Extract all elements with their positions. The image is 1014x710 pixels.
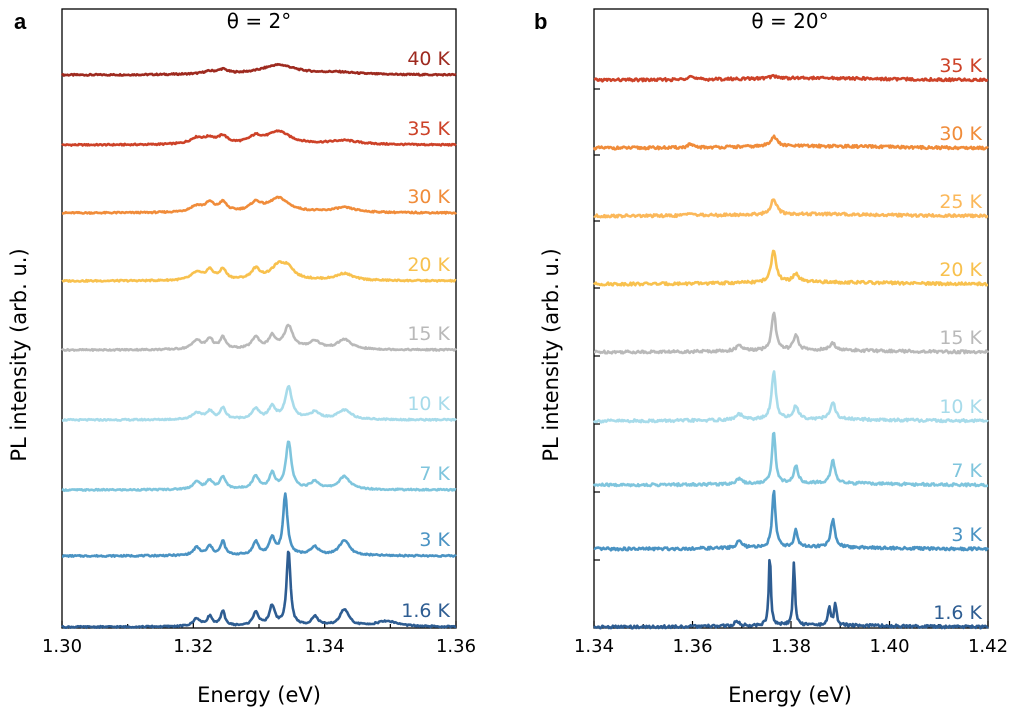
- series-line-20-K: [592, 249, 989, 287]
- series-label: 20 K: [407, 254, 450, 276]
- series-label: 40 K: [407, 48, 450, 70]
- series-label: 20 K: [939, 259, 982, 281]
- panel-a-letter: a: [14, 9, 27, 34]
- series-line-7-K: [61, 440, 457, 493]
- panel-b-x-axis-label: Energy (eV): [728, 683, 852, 707]
- series-line-15-K: [593, 311, 990, 355]
- series-label: 30 K: [939, 123, 982, 145]
- series-line-40-K: [60, 62, 457, 77]
- panel-a-x-axis-label: Energy (eV): [197, 683, 321, 707]
- series-line-3-K: [593, 489, 990, 552]
- series-label: 3 K: [419, 529, 450, 551]
- series-line-35-K: [61, 129, 457, 147]
- series-label: 7 K: [951, 460, 982, 482]
- series-line-20-K: [61, 260, 457, 283]
- series-line-7-K: [592, 431, 989, 488]
- panel-b-y-axis-label: PL intensity (arb. u.): [539, 248, 563, 461]
- series-label: 10 K: [407, 393, 450, 415]
- series-label: 7 K: [419, 463, 450, 485]
- series-line-1-6-K: [61, 550, 457, 630]
- series-label: 3 K: [951, 524, 982, 546]
- series-line-15-K: [61, 323, 458, 353]
- x-tick-label: 1.34: [305, 636, 345, 657]
- series-label: 15 K: [407, 323, 450, 345]
- series-line-10-K: [61, 384, 457, 422]
- series-label: 35 K: [939, 55, 982, 77]
- x-tick-label: 1.30: [42, 636, 82, 657]
- plot-frame: [593, 8, 989, 629]
- series-line-3-K: [61, 492, 457, 558]
- series-line-1-6-K: [593, 558, 989, 630]
- series-line-35-K: [593, 73, 989, 83]
- panel-a-y-axis-label: PL intensity (arb. u.): [7, 248, 31, 461]
- x-tick-label: 1.36: [672, 636, 712, 657]
- series-label: 1.6 K: [933, 602, 982, 624]
- panel-a-title: θ = 2°: [227, 9, 291, 33]
- series-label: 1.6 K: [401, 600, 450, 622]
- series-label: 25 K: [939, 191, 982, 213]
- series-line-10-K: [592, 370, 989, 424]
- x-tick-label: 1.32: [173, 636, 213, 657]
- series-label: 30 K: [407, 186, 450, 208]
- x-tick-label: 1.40: [869, 636, 909, 657]
- series-label: 10 K: [939, 396, 982, 418]
- series-label: 35 K: [407, 118, 450, 140]
- plot-frame: [61, 8, 457, 629]
- x-tick-label: 1.38: [771, 636, 811, 657]
- series-line-25-K: [593, 198, 989, 219]
- x-tick-label: 1.36: [436, 636, 476, 657]
- series-line-30-K: [592, 134, 989, 151]
- panel-b-title: θ = 20°: [751, 9, 828, 33]
- series-label: 15 K: [939, 327, 982, 349]
- x-tick-label: 1.42: [968, 636, 1008, 657]
- x-tick-label: 1.34: [574, 636, 614, 657]
- series-line-30-K: [61, 195, 457, 215]
- panel-b-letter: b: [534, 9, 547, 34]
- panel-a-plot: 1.30 1.32 1.34 1.36 40 K 35 K 30 K 20 K 15 K 10 K…: [42, 8, 476, 657]
- panel-b-plot: 1.34 1.36 1.38 1.40 1.42 35 K 30 K 25 K 20 K 15 K…: [574, 8, 1008, 657]
